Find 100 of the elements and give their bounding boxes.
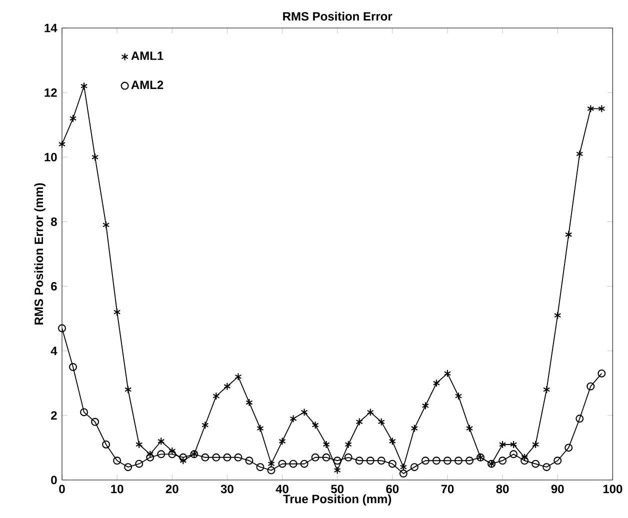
point — [554, 456, 562, 465]
point — [223, 453, 232, 462]
point — [124, 463, 132, 472]
point — [312, 421, 319, 430]
point — [598, 104, 606, 113]
point — [554, 311, 562, 320]
point — [498, 456, 507, 465]
point — [245, 456, 254, 465]
point — [91, 418, 100, 426]
x-tick-label: 60 — [386, 484, 399, 494]
point — [510, 440, 518, 448]
point — [158, 437, 165, 446]
point — [454, 392, 462, 400]
point — [212, 453, 220, 462]
point — [399, 470, 408, 478]
point — [520, 456, 529, 465]
point — [510, 450, 518, 458]
point — [267, 466, 276, 474]
point — [290, 414, 297, 423]
point — [366, 408, 374, 416]
point — [432, 379, 440, 388]
point — [443, 456, 452, 465]
y-tick-label: 12 — [44, 88, 57, 97]
point — [586, 382, 595, 390]
point — [598, 369, 606, 378]
point — [422, 402, 429, 410]
point — [499, 440, 506, 448]
point — [201, 453, 210, 462]
x-tick-label: 20 — [166, 484, 178, 494]
point — [542, 463, 551, 472]
point — [300, 460, 308, 468]
x-axis-title: True Position (mm) — [283, 494, 392, 506]
point — [124, 386, 132, 394]
point — [322, 453, 330, 462]
point — [576, 150, 584, 158]
point — [114, 308, 121, 316]
x-tick-label: 10 — [111, 484, 124, 494]
point — [432, 456, 440, 465]
point — [92, 153, 99, 162]
point — [146, 450, 154, 458]
point — [466, 424, 474, 432]
point — [69, 363, 78, 371]
x-tick-label: 30 — [220, 484, 234, 494]
x-tick-label: 80 — [496, 484, 509, 494]
point — [532, 440, 540, 448]
y-tick-label: 4 — [50, 346, 58, 355]
y-tick-label: 0 — [51, 476, 57, 484]
x-tick-label: 100 — [603, 484, 622, 494]
point — [576, 414, 584, 423]
point — [465, 456, 474, 465]
x-tick-label: 0 — [59, 484, 65, 494]
point — [355, 456, 364, 465]
point — [444, 369, 452, 378]
point — [135, 460, 144, 468]
point — [377, 456, 386, 465]
point — [80, 82, 88, 90]
point — [278, 460, 286, 468]
point — [234, 372, 242, 381]
point — [543, 386, 550, 394]
point — [180, 456, 187, 465]
point — [202, 421, 209, 430]
point — [322, 440, 330, 448]
point — [410, 463, 418, 472]
point — [410, 424, 418, 432]
point — [532, 460, 540, 468]
legend-label: AML2 — [131, 80, 164, 89]
x-tick-label: 90 — [551, 484, 564, 494]
legend-label: AML1 — [131, 52, 164, 60]
point — [168, 446, 176, 455]
point — [289, 460, 298, 468]
chart-title: RMS Position Error — [283, 12, 392, 21]
point — [366, 456, 374, 465]
point — [224, 382, 231, 390]
point — [146, 453, 154, 462]
point — [113, 456, 122, 465]
x-tick-label: 70 — [441, 484, 454, 494]
point — [454, 456, 462, 465]
point — [69, 114, 77, 122]
y-tick-label: 6 — [51, 282, 57, 291]
point — [234, 453, 242, 462]
x-tick-label: 40 — [276, 484, 288, 494]
point — [102, 220, 110, 229]
point — [268, 460, 275, 468]
point — [256, 463, 264, 472]
point — [344, 453, 352, 462]
y-tick-label: 8 — [50, 217, 57, 226]
point — [334, 466, 341, 474]
point — [157, 450, 166, 458]
y-tick-label: 14 — [44, 24, 58, 32]
point — [278, 437, 286, 446]
point — [136, 440, 143, 448]
point — [421, 456, 430, 465]
point — [587, 104, 594, 113]
point — [521, 453, 528, 462]
point — [344, 440, 352, 448]
y-tick-label: 10 — [44, 152, 57, 162]
point — [102, 440, 110, 448]
point — [378, 418, 385, 426]
point — [333, 456, 342, 465]
point — [246, 398, 253, 407]
